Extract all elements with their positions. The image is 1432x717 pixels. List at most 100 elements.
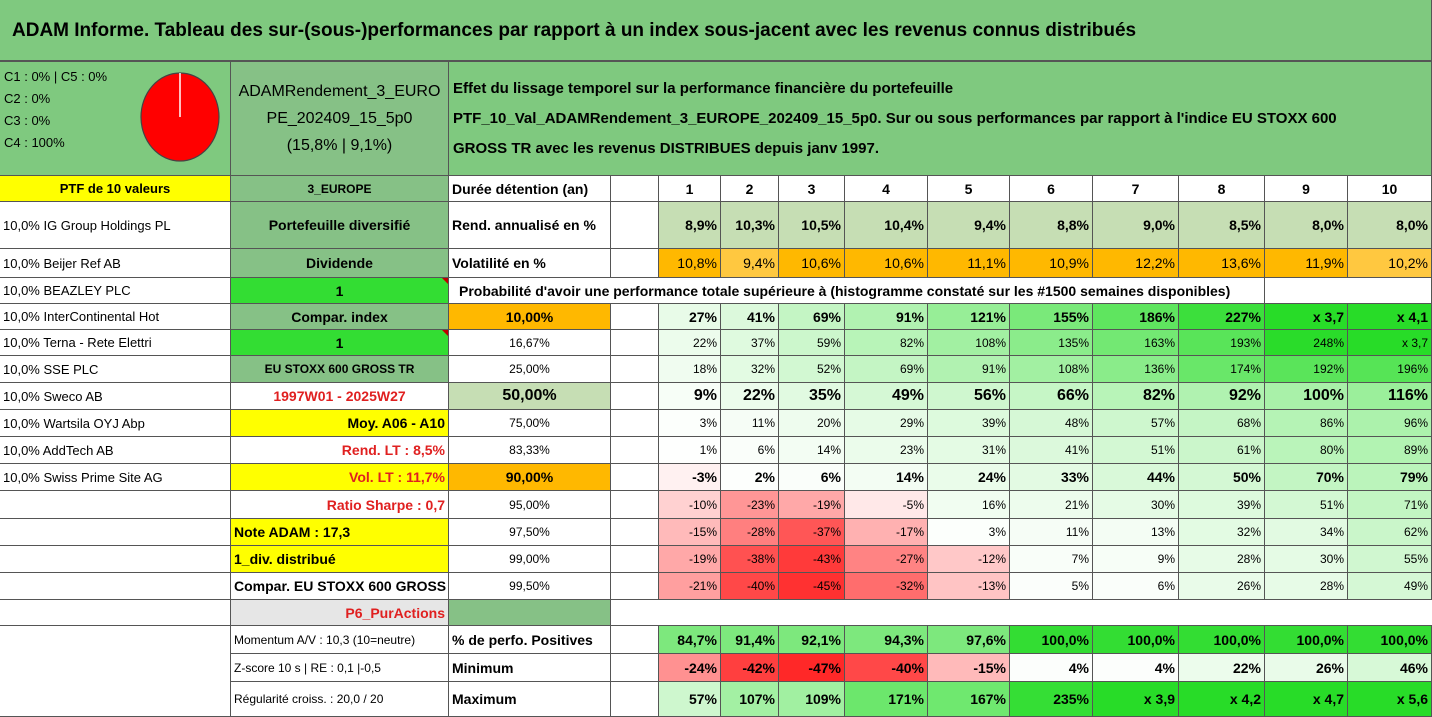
- holding-row: 10,0% Swiss Prime Site AG: [0, 464, 231, 491]
- probability-value: 34%: [1265, 519, 1348, 546]
- probability-value: 37%: [721, 330, 779, 356]
- probability-value: 193%: [1179, 330, 1265, 356]
- rend-value: 8,8%: [1010, 202, 1093, 249]
- probability-value: 49%: [1348, 573, 1432, 600]
- probability-value: 32%: [721, 356, 779, 383]
- empty-cell: [611, 383, 659, 410]
- probability-value: 192%: [1265, 356, 1348, 383]
- report-title: ADAM Informe. Tableau des sur-(sous-)per…: [0, 0, 1432, 62]
- probability-value: 31%: [928, 437, 1010, 464]
- probability-value: -12%: [928, 546, 1010, 573]
- probability-value: 9%: [1093, 546, 1179, 573]
- empty-cell: [611, 600, 1432, 626]
- probability-value: 51%: [1265, 491, 1348, 519]
- probability-value: x 4,1: [1348, 304, 1432, 330]
- probability-value: 52%: [779, 356, 845, 383]
- minimum-value: -24%: [659, 654, 721, 682]
- info-cell: Rend. LT : 8,5%: [231, 437, 449, 464]
- probability-value: 5%: [1010, 573, 1093, 600]
- empty-cell: [611, 626, 659, 654]
- maximum-value: 57%: [659, 682, 721, 717]
- info-cell: 3_EUROPE: [231, 176, 449, 202]
- empty-cell: [0, 546, 231, 573]
- maximum-value: 171%: [845, 682, 928, 717]
- probability-value: 33%: [1010, 464, 1093, 491]
- empty-cell: [0, 519, 231, 546]
- holding-row: 10,0% SSE PLC: [0, 356, 231, 383]
- empty-cell: [0, 626, 231, 717]
- minimum-value: 46%: [1348, 654, 1432, 682]
- maximum-value: 107%: [721, 682, 779, 717]
- probability-value: 13%: [1093, 519, 1179, 546]
- empty-cell: [611, 356, 659, 383]
- ptf-label: PTF de 10 valeurs: [0, 176, 231, 202]
- duration-label: Durée détention (an): [449, 176, 611, 202]
- empty-cell: [449, 600, 611, 626]
- probability-value: 22%: [659, 330, 721, 356]
- probability-value: 121%: [928, 304, 1010, 330]
- year-header: 7: [1093, 176, 1179, 202]
- holding-row: 10,0% Sweco AB: [0, 383, 231, 410]
- vol-value: 9,4%: [721, 249, 779, 278]
- positives-value: 84,7%: [659, 626, 721, 654]
- fund-identifier: ADAMRendement_3_EURO PE_202409_15_5p0 (15,…: [231, 62, 449, 176]
- info-cell: Z-score 10 s | RE : 0,1 |-0,5: [231, 654, 449, 682]
- maximum-value: x 4,7: [1265, 682, 1348, 717]
- probability-value: 29%: [845, 410, 928, 437]
- info-cell: Note ADAM : 17,3: [231, 519, 449, 546]
- probability-value: 80%: [1265, 437, 1348, 464]
- rend-value: 8,0%: [1348, 202, 1432, 249]
- minimum-value: -47%: [779, 654, 845, 682]
- probability-value: 30%: [1093, 491, 1179, 519]
- probability-value: 82%: [845, 330, 928, 356]
- probability-threshold: 83,33%: [449, 437, 611, 464]
- probability-value: 91%: [928, 356, 1010, 383]
- vol-value: 10,6%: [845, 249, 928, 278]
- probability-threshold: 90,00%: [449, 464, 611, 491]
- probability-value: 28%: [1179, 546, 1265, 573]
- description-line: GROSS TR avec les revenus DISTRIBUES dep…: [453, 139, 879, 157]
- info-cell: Portefeuille diversifié: [231, 202, 449, 249]
- probability-value: -37%: [779, 519, 845, 546]
- empty-cell: [611, 464, 659, 491]
- probability-threshold: 16,67%: [449, 330, 611, 356]
- probability-value: -32%: [845, 573, 928, 600]
- year-header: 4: [845, 176, 928, 202]
- info-cell: Momentum A/V : 10,3 (10=neutre): [231, 626, 449, 654]
- probability-value: 26%: [1179, 573, 1265, 600]
- probability-value: 227%: [1179, 304, 1265, 330]
- probability-value: 39%: [928, 410, 1010, 437]
- probability-value: 16%: [928, 491, 1010, 519]
- empty-cell: [0, 573, 231, 600]
- fund-line: PE_202409_15_5p0: [266, 110, 413, 127]
- empty-cell: [611, 176, 659, 202]
- year-header: 1: [659, 176, 721, 202]
- probability-value: -19%: [779, 491, 845, 519]
- positives-value: 100,0%: [1093, 626, 1179, 654]
- holding-row: 10,0% IG Group Holdings PL: [0, 202, 231, 249]
- probability-value: 6%: [779, 464, 845, 491]
- probability-value: 11%: [1010, 519, 1093, 546]
- probability-value: 62%: [1348, 519, 1432, 546]
- probability-value: x 3,7: [1348, 330, 1432, 356]
- empty-cell: [611, 202, 659, 249]
- probability-value: 6%: [1093, 573, 1179, 600]
- empty-cell: [611, 410, 659, 437]
- probability-value: 69%: [845, 356, 928, 383]
- probability-value: 82%: [1093, 383, 1179, 410]
- class-share-text: C3 : 0%: [4, 113, 51, 128]
- empty-cell: [611, 304, 659, 330]
- probability-value: 89%: [1348, 437, 1432, 464]
- rend-value: 8,5%: [1179, 202, 1265, 249]
- positives-value: 100,0%: [1265, 626, 1348, 654]
- probability-value: 100%: [1265, 383, 1348, 410]
- probability-value: 20%: [779, 410, 845, 437]
- probability-value: 108%: [1010, 356, 1093, 383]
- vol-label: Volatilité en %: [449, 249, 611, 278]
- rend-value: 10,3%: [721, 202, 779, 249]
- probability-value: 14%: [779, 437, 845, 464]
- probability-value: 41%: [1010, 437, 1093, 464]
- maximum-value: x 3,9: [1093, 682, 1179, 717]
- holding-row: 10,0% Terna - Rete Elettri: [0, 330, 231, 356]
